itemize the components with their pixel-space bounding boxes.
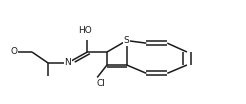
Text: S: S bbox=[124, 36, 130, 45]
Text: HO: HO bbox=[78, 26, 92, 35]
Text: O: O bbox=[10, 48, 17, 56]
Text: N: N bbox=[64, 58, 71, 67]
Text: Cl: Cl bbox=[96, 79, 105, 88]
